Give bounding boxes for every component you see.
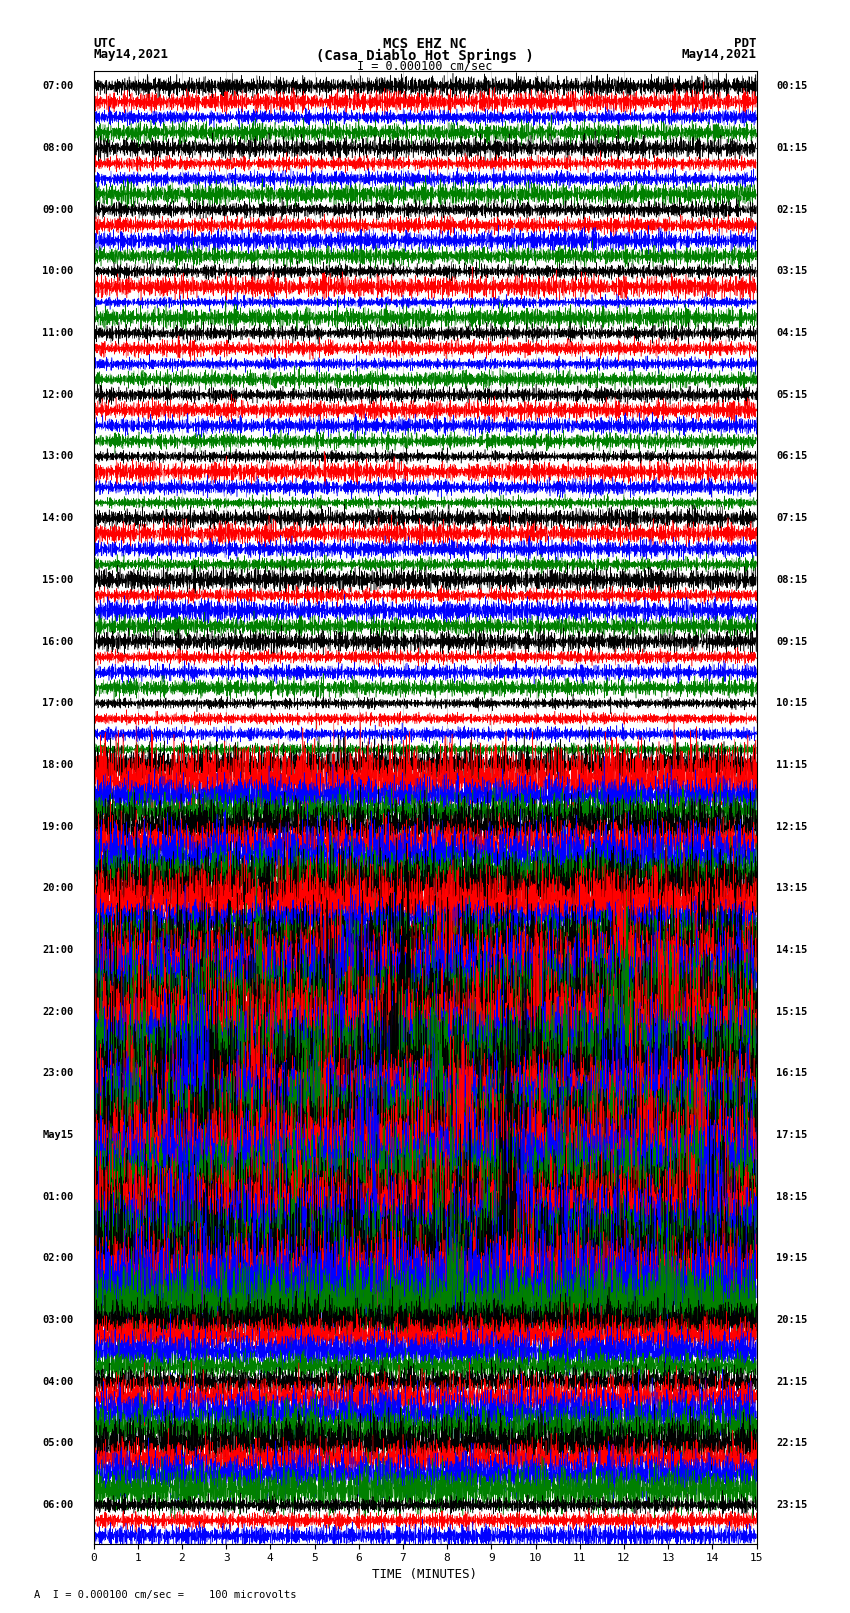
Text: 18:00: 18:00 [42, 760, 74, 769]
Text: 04:15: 04:15 [776, 327, 808, 339]
Text: 10:15: 10:15 [776, 698, 808, 708]
X-axis label: TIME (MINUTES): TIME (MINUTES) [372, 1568, 478, 1581]
Text: (Casa Diablo Hot Springs ): (Casa Diablo Hot Springs ) [316, 48, 534, 63]
Text: 17:15: 17:15 [776, 1131, 808, 1140]
Text: 06:15: 06:15 [776, 452, 808, 461]
Text: 10:00: 10:00 [42, 266, 74, 276]
Text: 23:15: 23:15 [776, 1500, 808, 1510]
Text: 07:00: 07:00 [42, 81, 74, 92]
Text: UTC: UTC [94, 37, 116, 50]
Text: 02:00: 02:00 [42, 1253, 74, 1263]
Text: 17:00: 17:00 [42, 698, 74, 708]
Text: 13:15: 13:15 [776, 884, 808, 894]
Text: 15:00: 15:00 [42, 574, 74, 586]
Text: May14,2021: May14,2021 [682, 48, 756, 61]
Text: 03:15: 03:15 [776, 266, 808, 276]
Text: PDT: PDT [734, 37, 756, 50]
Text: 12:00: 12:00 [42, 390, 74, 400]
Text: 18:15: 18:15 [776, 1192, 808, 1202]
Text: 05:00: 05:00 [42, 1439, 74, 1448]
Text: I = 0.000100 cm/sec: I = 0.000100 cm/sec [357, 60, 493, 73]
Text: 16:15: 16:15 [776, 1068, 808, 1079]
Text: 23:00: 23:00 [42, 1068, 74, 1079]
Text: 03:00: 03:00 [42, 1315, 74, 1324]
Text: May15: May15 [42, 1131, 74, 1140]
Text: 11:15: 11:15 [776, 760, 808, 769]
Text: 14:00: 14:00 [42, 513, 74, 523]
Text: 00:15: 00:15 [776, 81, 808, 92]
Text: 05:15: 05:15 [776, 390, 808, 400]
Text: 22:00: 22:00 [42, 1007, 74, 1016]
Text: 04:00: 04:00 [42, 1378, 74, 1387]
Text: May14,2021: May14,2021 [94, 48, 168, 61]
Text: 12:15: 12:15 [776, 821, 808, 832]
Text: 08:15: 08:15 [776, 574, 808, 586]
Text: MCS EHZ NC: MCS EHZ NC [383, 37, 467, 52]
Text: 21:15: 21:15 [776, 1378, 808, 1387]
Text: 19:15: 19:15 [776, 1253, 808, 1263]
Text: 11:00: 11:00 [42, 327, 74, 339]
Text: 09:00: 09:00 [42, 205, 74, 215]
Text: 13:00: 13:00 [42, 452, 74, 461]
Text: 20:00: 20:00 [42, 884, 74, 894]
Text: 15:15: 15:15 [776, 1007, 808, 1016]
Text: 20:15: 20:15 [776, 1315, 808, 1324]
Text: 09:15: 09:15 [776, 637, 808, 647]
Text: 01:00: 01:00 [42, 1192, 74, 1202]
Text: 02:15: 02:15 [776, 205, 808, 215]
Text: 21:00: 21:00 [42, 945, 74, 955]
Text: 01:15: 01:15 [776, 144, 808, 153]
Text: 19:00: 19:00 [42, 821, 74, 832]
Text: 07:15: 07:15 [776, 513, 808, 523]
Text: 22:15: 22:15 [776, 1439, 808, 1448]
Text: 08:00: 08:00 [42, 144, 74, 153]
Text: 16:00: 16:00 [42, 637, 74, 647]
Text: A  I = 0.000100 cm/sec =    100 microvolts: A I = 0.000100 cm/sec = 100 microvolts [34, 1590, 297, 1600]
Text: 06:00: 06:00 [42, 1500, 74, 1510]
Text: 14:15: 14:15 [776, 945, 808, 955]
